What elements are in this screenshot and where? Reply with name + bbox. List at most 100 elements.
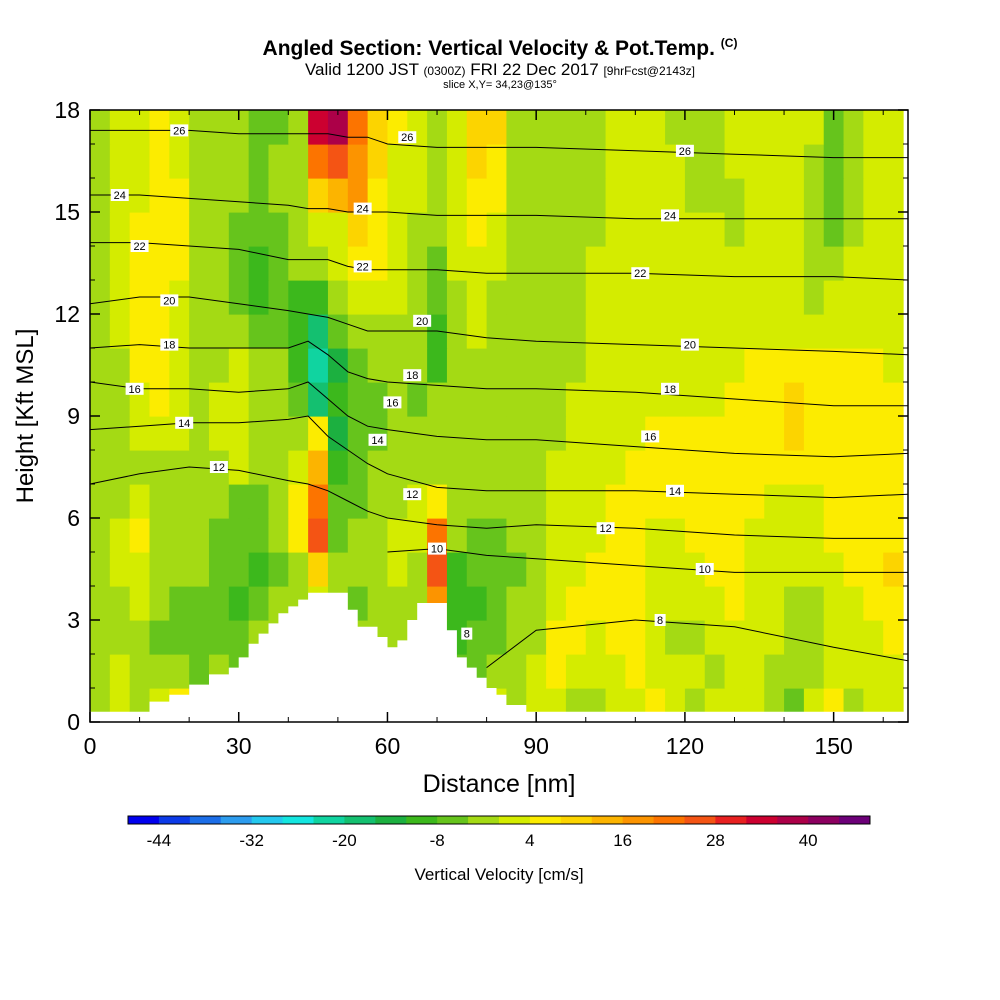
- velocity-cell: [684, 450, 706, 485]
- velocity-cell: [724, 144, 745, 179]
- velocity-cell: [546, 314, 567, 349]
- velocity-cell: [486, 246, 508, 281]
- velocity-cell: [189, 144, 210, 179]
- velocity-cell: [645, 110, 666, 145]
- velocity-cell: [308, 110, 329, 145]
- velocity-cell: [863, 450, 884, 485]
- contour-label: 24: [664, 210, 676, 222]
- velocity-cell: [863, 484, 884, 519]
- velocity-cell: [129, 654, 151, 689]
- velocity-cell: [288, 246, 309, 281]
- colorbar-swatch: [653, 816, 685, 824]
- velocity-cell: [327, 144, 349, 179]
- colorbar-swatch: [777, 816, 809, 824]
- velocity-cell: [387, 416, 408, 451]
- velocity-cell: [367, 552, 389, 587]
- velocity-cell: [129, 586, 151, 621]
- velocity-cell: [863, 518, 884, 553]
- contour-label: 14: [669, 486, 681, 498]
- velocity-cell: [625, 382, 646, 417]
- velocity-cell: [585, 348, 607, 383]
- velocity-cell: [268, 110, 289, 145]
- velocity-cell: [129, 416, 151, 451]
- velocity-cell: [268, 552, 289, 587]
- velocity-cell: [228, 586, 250, 621]
- velocity-cell: [526, 144, 547, 179]
- velocity-cell: [565, 178, 587, 213]
- velocity-cell: [367, 110, 389, 145]
- velocity-cell: [466, 382, 488, 417]
- velocity-cell: [704, 552, 726, 587]
- velocity-cell: [149, 144, 170, 179]
- velocity-cell: [823, 246, 845, 281]
- velocity-cell: [347, 382, 369, 417]
- velocity-cell: [427, 212, 448, 247]
- velocity-cell: [486, 416, 508, 451]
- velocity-cell: [546, 552, 567, 587]
- velocity-cell: [843, 484, 864, 519]
- velocity-cell: [129, 348, 151, 383]
- velocity-cell: [466, 280, 488, 315]
- velocity-cell: [189, 620, 210, 655]
- velocity-cell: [764, 246, 785, 281]
- velocity-cell: [585, 484, 607, 519]
- velocity-cell: [367, 246, 389, 281]
- velocity-cell: [149, 484, 170, 519]
- colorbar-tick-label: 16: [613, 831, 632, 850]
- velocity-cell: [248, 518, 270, 553]
- velocity-cell: [189, 586, 210, 621]
- velocity-cell: [704, 280, 726, 315]
- velocity-cell: [526, 450, 547, 485]
- velocity-cell: [90, 586, 111, 621]
- velocity-cell: [327, 518, 349, 553]
- chart-subtitle: Valid 1200 JST (0300Z) FRI 22 Dec 2017 […: [0, 60, 1000, 80]
- velocity-cell: [784, 552, 805, 587]
- velocity-cell: [665, 280, 686, 315]
- velocity-cell: [486, 110, 508, 145]
- velocity-cell: [764, 518, 785, 553]
- velocity-cell: [446, 314, 468, 349]
- contour-label-bg: [641, 430, 660, 443]
- velocity-cell: [149, 450, 170, 485]
- velocity-cell: [526, 110, 547, 145]
- velocity-cell: [784, 484, 805, 519]
- velocity-cell: [109, 552, 131, 587]
- velocity-cell: [546, 280, 567, 315]
- velocity-cell: [883, 246, 904, 281]
- velocity-cell: [129, 518, 151, 553]
- velocity-cell: [169, 586, 190, 621]
- contour-label: 20: [163, 295, 175, 307]
- velocity-cell: [109, 518, 131, 553]
- velocity-cell: [764, 654, 785, 689]
- contour-label: 26: [173, 125, 185, 137]
- velocity-cell: [149, 586, 170, 621]
- velocity-cell: [724, 450, 745, 485]
- velocity-cell: [466, 178, 488, 213]
- velocity-cell: [149, 178, 170, 213]
- velocity-cell: [327, 212, 349, 247]
- velocity-cell: [764, 178, 785, 213]
- contour-label: 18: [664, 384, 676, 396]
- velocity-cell: [585, 654, 607, 689]
- velocity-cell: [803, 382, 825, 417]
- velocity-cell: [546, 382, 567, 417]
- velocity-cell: [347, 314, 369, 349]
- velocity-cell: [208, 246, 230, 281]
- velocity-cell: [843, 382, 864, 417]
- velocity-cell: [565, 382, 587, 417]
- velocity-cell: [684, 518, 706, 553]
- y-tick-label: 9: [67, 403, 80, 429]
- velocity-cell: [506, 518, 527, 553]
- velocity-cell: [367, 212, 389, 247]
- velocity-cell: [486, 518, 508, 553]
- velocity-cell: [863, 314, 884, 349]
- colorbar-swatch: [406, 816, 438, 824]
- velocity-cell: [308, 178, 329, 213]
- velocity-cell: [169, 654, 190, 689]
- velocity-cell: [208, 110, 230, 145]
- velocity-cell: [446, 280, 468, 315]
- velocity-cell: [863, 348, 884, 383]
- contour-label-bg: [596, 522, 615, 535]
- velocity-cell: [90, 654, 111, 689]
- velocity-cell: [169, 450, 190, 485]
